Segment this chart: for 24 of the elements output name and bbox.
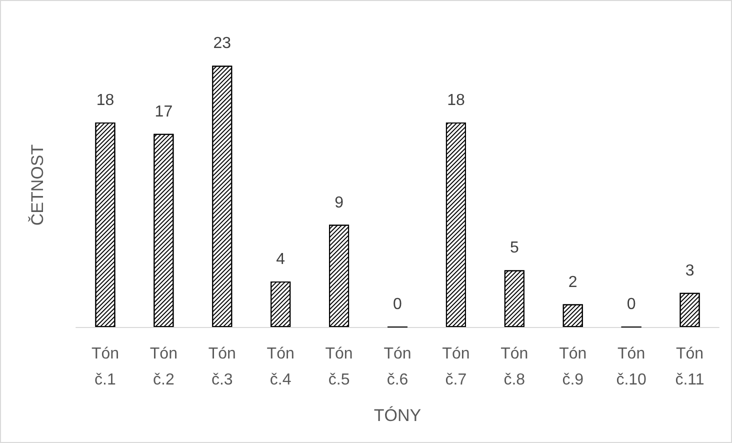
x-tick-label: Tón č.11 [675, 346, 704, 388]
x-tick-label: Tón č.3 [208, 346, 236, 388]
x-tick-label: Tón č.1 [91, 346, 120, 388]
x-axis-title: TÓNY [374, 406, 422, 425]
x-tick-label: Tón č.7 [442, 346, 470, 388]
x-tick-label: Tón č.4 [266, 346, 294, 388]
data-label: 4 [276, 251, 286, 268]
y-axis-title: ČETNOST [28, 144, 47, 226]
data-label: 18 [96, 92, 114, 110]
data-label: 0 [626, 296, 636, 313]
x-tick-label: Tón č.8 [500, 346, 528, 388]
x-tick-label: Tón č.5 [325, 346, 353, 388]
data-label: 23 [213, 35, 232, 52]
x-tick-label: Tón č.9 [559, 346, 587, 388]
data-label: 0 [393, 296, 402, 313]
x-tick-label: Tón č.6 [384, 346, 412, 388]
data-label: 9 [334, 194, 344, 212]
x-tick-label: Tón č.10 [616, 346, 647, 388]
data-label: 2 [568, 274, 578, 291]
data-label: 18 [447, 92, 465, 110]
data-label: 17 [154, 103, 173, 120]
x-tick-label: Tón č.2 [150, 346, 178, 388]
data-label: 5 [510, 240, 519, 257]
data-label: 3 [685, 262, 694, 280]
